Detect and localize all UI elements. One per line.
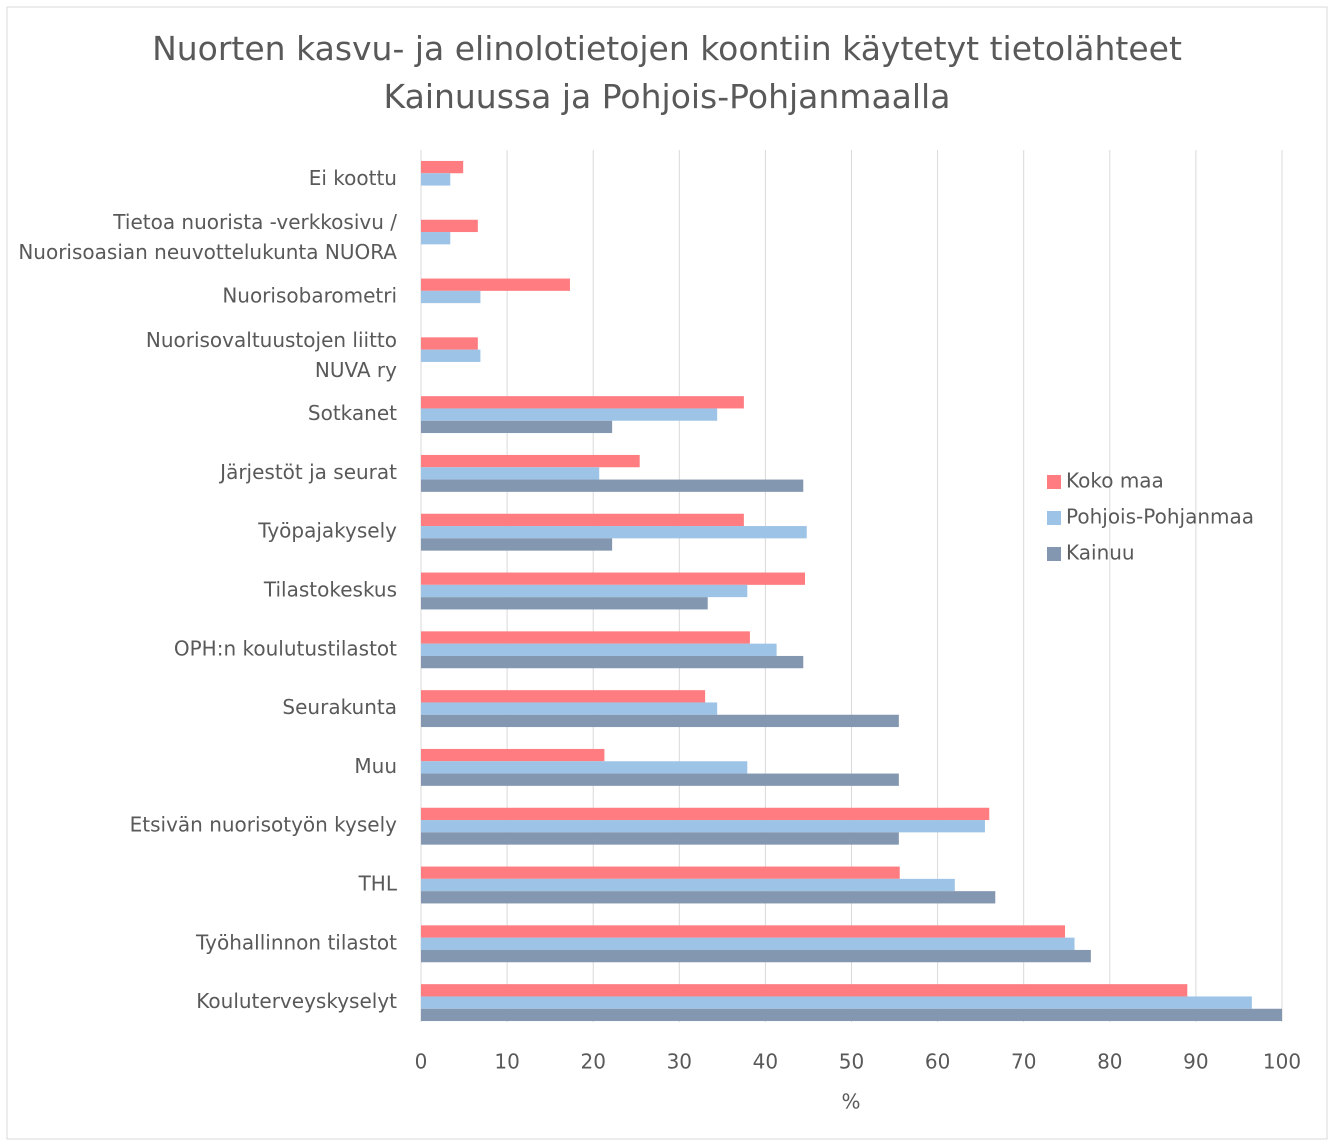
y-tick-label: Nuorisobarometri: [222, 284, 397, 308]
bar: [421, 866, 900, 879]
legend-swatch: [1047, 511, 1061, 525]
bar: [421, 949, 1091, 963]
legend-label: Kainuu: [1066, 541, 1135, 565]
x-tick-label: 0: [415, 1050, 428, 1074]
bar: [421, 655, 804, 669]
bar: [421, 891, 996, 904]
legend-label: Koko maa: [1066, 469, 1164, 493]
y-tick-label: THL: [358, 872, 398, 896]
x-tick-label: 70: [1011, 1050, 1036, 1074]
bar: [421, 773, 899, 786]
x-tick-label: 20: [580, 1050, 605, 1074]
bar: [421, 690, 706, 703]
y-tick-label: Tilastokeskus: [263, 578, 397, 602]
x-tick-label: 40: [753, 1050, 778, 1074]
bar: [421, 572, 806, 585]
bar: [421, 597, 708, 610]
bar: [421, 937, 1075, 950]
chart-title: Nuorten kasvu- ja elinolotietojen koonti…: [152, 29, 1182, 116]
bar: [421, 396, 744, 409]
bar: [421, 454, 640, 468]
bar: [421, 349, 481, 362]
y-tick-label: Työhallinnon tilastot: [195, 930, 397, 954]
bar: [421, 408, 718, 421]
x-axis-label: %: [841, 1090, 860, 1114]
y-tick-label: Tietoa nuorista -verkkosivu / Nuorisoasia…: [18, 210, 397, 264]
bar: [421, 702, 718, 715]
x-tick-label: 10: [494, 1050, 519, 1074]
legend-label: Pohjois-Pohjanmaa: [1066, 505, 1254, 529]
x-tick-label: 60: [925, 1050, 950, 1074]
bar: [421, 232, 451, 245]
bar: [421, 714, 899, 728]
y-tick-label: Työpajakysely: [257, 519, 397, 543]
x-tick-label: 50: [839, 1050, 864, 1074]
y-tick-label: Sotkanet: [308, 401, 397, 425]
y-tick-label: Nuorisovaltuustojen liitto NUVA ry: [146, 327, 397, 381]
y-tick-label: Järjestöt ja seurat: [218, 460, 397, 484]
bar: [421, 219, 478, 233]
bar: [421, 526, 807, 539]
bar: [421, 832, 899, 845]
bar: [421, 878, 955, 892]
bar: [421, 160, 464, 174]
bar: [421, 807, 990, 821]
bar: [421, 538, 613, 551]
bar: [421, 761, 748, 774]
y-tick-label: Seurakunta: [282, 695, 397, 719]
bar: [421, 584, 748, 598]
bar: [421, 337, 478, 350]
bar: [421, 479, 804, 492]
bar: [421, 467, 600, 480]
y-tick-label: Kouluterveyskyselyt: [196, 989, 397, 1013]
x-tick-label: 80: [1097, 1050, 1122, 1074]
x-tick-label: 90: [1183, 1050, 1208, 1074]
bar: [421, 984, 1188, 997]
bar: [421, 996, 1252, 1009]
bar: [421, 631, 750, 644]
bar: [421, 925, 1066, 938]
y-tick-label: Muu: [354, 754, 397, 778]
bar: [421, 420, 613, 434]
bar: [421, 173, 451, 186]
bar: [421, 748, 605, 762]
bar: [421, 513, 744, 527]
bar: [421, 643, 777, 656]
legend-swatch: [1047, 475, 1061, 489]
bar: [421, 820, 985, 833]
y-tick-label: Etsivän nuorisotyön kysely: [130, 813, 398, 837]
x-tick-label: 30: [667, 1050, 692, 1074]
bar: [421, 278, 570, 291]
legend-swatch: [1047, 547, 1061, 561]
y-tick-label: OPH:n koulutustilastot: [174, 636, 397, 660]
x-tick-label: 100: [1263, 1050, 1301, 1074]
y-tick-label: Ei koottu: [309, 166, 397, 190]
bar: [421, 290, 481, 304]
bar: [421, 1008, 1282, 1022]
